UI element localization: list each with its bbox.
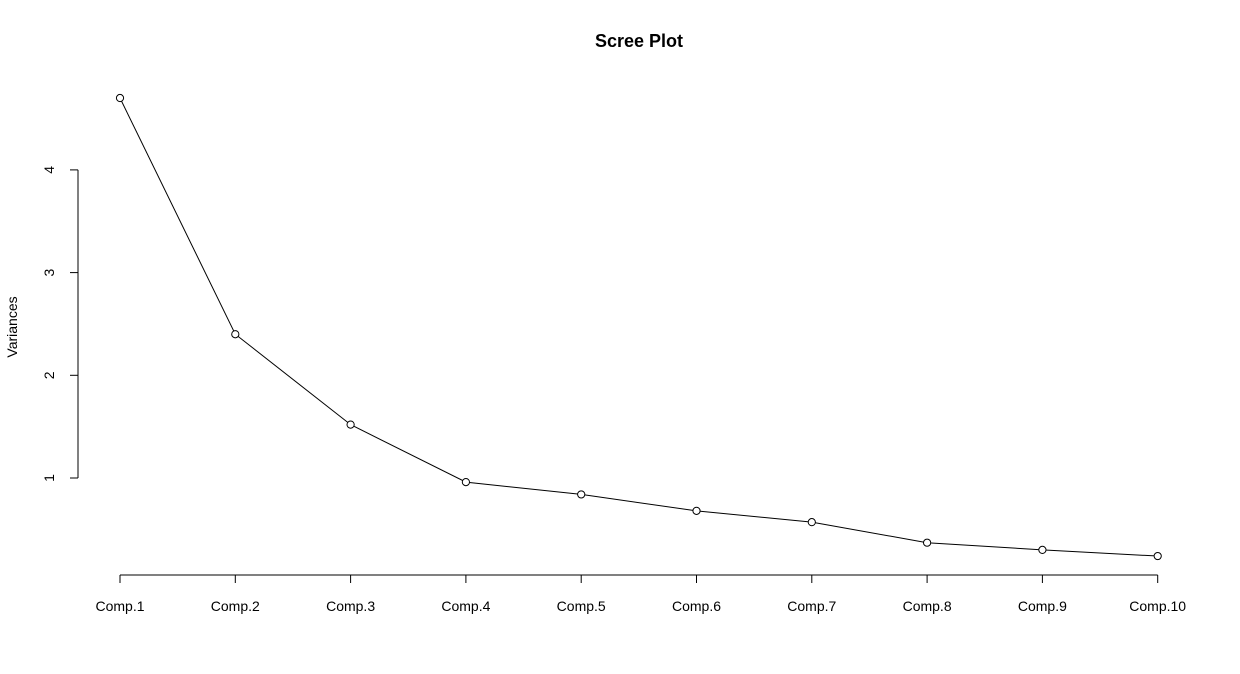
x-tick-label: Comp.5 <box>557 598 606 614</box>
data-point <box>923 538 932 547</box>
data-point <box>807 518 816 527</box>
y-tick-label: 3 <box>41 268 57 276</box>
data-point <box>1153 551 1162 561</box>
data-point <box>577 490 586 499</box>
x-tick-label: Comp.4 <box>441 598 490 614</box>
x-tick-label: Comp.2 <box>211 598 260 614</box>
chart-title: Scree Plot <box>595 31 683 51</box>
x-tick-label: Comp.8 <box>903 598 952 614</box>
x-tick-label: Comp.3 <box>326 598 375 614</box>
y-tick-label: 2 <box>41 371 57 379</box>
data-point <box>461 478 470 487</box>
data-point <box>346 420 355 429</box>
x-tick-label: Comp.7 <box>787 598 836 614</box>
y-tick-label: 1 <box>41 474 57 482</box>
data-point <box>692 506 701 515</box>
x-tick-label: Comp.9 <box>1018 598 1067 614</box>
data-point <box>115 93 125 103</box>
y-axis: 1 2 3 4 <box>41 166 79 482</box>
data-point <box>1038 545 1047 554</box>
series-line-group <box>119 97 1158 557</box>
x-tick-label: Comp.10 <box>1129 598 1186 614</box>
variance-series-line <box>119 97 1158 557</box>
y-axis-label: Variances <box>4 296 20 357</box>
x-tick-label: Comp.1 <box>95 598 144 614</box>
data-point <box>231 330 240 339</box>
data-points-group <box>115 93 1162 561</box>
y-tick-label: 4 <box>41 166 57 174</box>
x-axis: Comp.1 Comp.2 Comp.3 Comp.4 Comp.5 Comp.6 Comp… <box>95 574 1186 614</box>
x-tick-label: Comp.6 <box>672 598 721 614</box>
